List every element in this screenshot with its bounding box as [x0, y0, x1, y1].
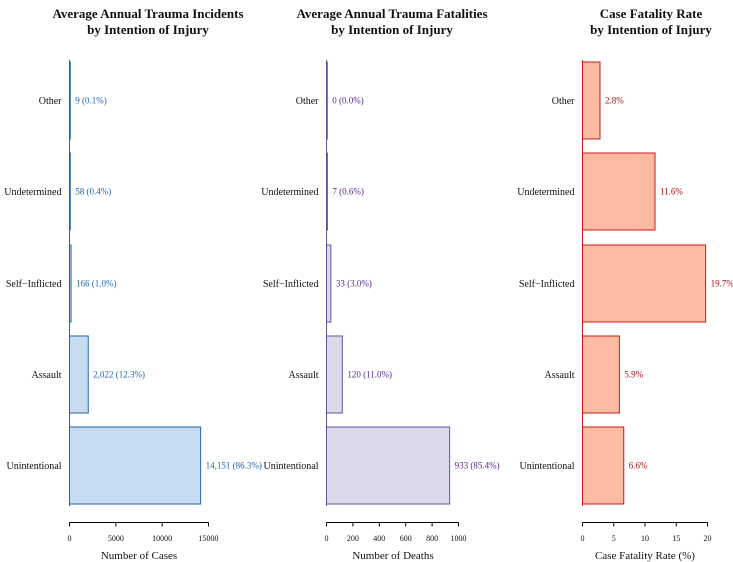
bar-4	[69, 426, 202, 505]
data-label: 166 (1.0%)	[76, 279, 117, 289]
category-label: Self−Inflicted	[6, 279, 62, 290]
category-label: Other	[296, 96, 319, 107]
bar-3	[582, 335, 620, 414]
category-label: Assault	[289, 370, 319, 381]
bar-2	[326, 244, 332, 323]
x-tick-label: 200	[347, 534, 359, 543]
category-label: Undetermined	[517, 187, 574, 198]
category-label: Assault	[545, 370, 575, 381]
bar-1	[69, 152, 71, 231]
x-tick-label: 400	[373, 534, 385, 543]
data-label: 11.6%	[660, 187, 683, 197]
category-label: Other	[552, 96, 575, 107]
x-tick-label: 5000	[108, 534, 124, 543]
x-tick-label: 800	[426, 534, 438, 543]
bar-0	[69, 61, 71, 140]
category-label: Undetermined	[4, 187, 61, 198]
category-label: Self−Inflicted	[519, 279, 575, 290]
category-label: Unintentional	[520, 461, 575, 472]
panel-title-line: by Intention of Injury	[590, 22, 712, 37]
bar-1	[326, 152, 328, 231]
panel-title-line: Average Annual Trauma Fatalities	[296, 6, 487, 21]
x-tick-label: 0	[581, 534, 585, 543]
data-label: 120 (11.0%)	[347, 370, 392, 380]
bar-4	[582, 426, 625, 505]
category-label: Unintentional	[7, 461, 62, 472]
x-axis-label: Case Fatality Rate (%)	[595, 550, 695, 562]
data-label: 19.7%	[711, 279, 733, 289]
x-axis-label: Number of Deaths	[352, 550, 433, 562]
x-tick-label: 15000	[199, 534, 219, 543]
x-tick-label: 0	[68, 534, 72, 543]
category-label: Assault	[32, 370, 62, 381]
panel-title-line: Average Annual Trauma Incidents	[52, 6, 243, 21]
bar-4	[326, 426, 451, 505]
data-label: 5.9%	[624, 370, 643, 380]
x-tick-label: 1000	[451, 534, 467, 543]
x-tick-label: 0	[325, 534, 329, 543]
data-label: 14,151 (86.3%)	[206, 461, 262, 471]
x-tick-label: 10000	[152, 534, 172, 543]
bar-1	[582, 152, 656, 231]
data-label: 33 (3.0%)	[336, 279, 372, 289]
bar-2	[582, 244, 707, 323]
bar-2	[69, 244, 72, 323]
data-label: 2.8%	[605, 96, 624, 106]
data-label: 2,022 (12.3%)	[93, 370, 145, 380]
x-tick-label: 600	[400, 534, 412, 543]
category-label: Undetermined	[261, 187, 318, 198]
panel-title-line: by Intention of Injury	[87, 22, 209, 37]
data-label: 6.6%	[629, 461, 648, 471]
data-label: 7 (0.6%)	[332, 187, 364, 197]
bar-0	[326, 61, 328, 140]
data-label: 933 (85.4%)	[455, 461, 500, 471]
category-label: Other	[39, 96, 62, 107]
x-tick-label: 10	[641, 534, 649, 543]
panel-title-line: by Intention of Injury	[331, 22, 453, 37]
x-tick-label: 20	[704, 534, 712, 543]
data-label: 0 (0.0%)	[332, 96, 364, 106]
bar-3	[69, 335, 89, 414]
panel-title-line: Case Fatality Rate	[600, 6, 703, 21]
x-tick-label: 15	[672, 534, 680, 543]
x-tick-label: 5	[612, 534, 616, 543]
category-label: Self−Inflicted	[263, 279, 319, 290]
data-label: 58 (0.4%)	[75, 187, 111, 197]
x-axis-label: Number of Cases	[101, 550, 177, 562]
data-label: 9 (0.1%)	[75, 96, 107, 106]
category-label: Unintentional	[264, 461, 319, 472]
bar-0	[582, 61, 601, 140]
bar-3	[326, 335, 343, 414]
